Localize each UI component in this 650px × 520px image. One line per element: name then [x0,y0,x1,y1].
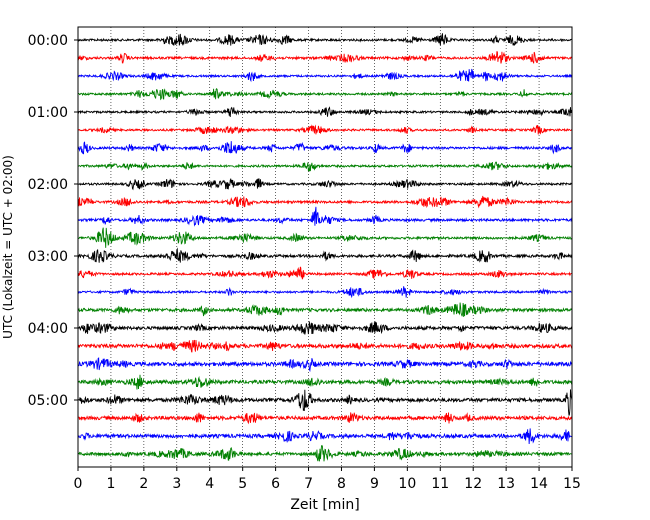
x-tick-label: 9 [370,476,379,492]
seismic-trace [77,51,573,64]
seismic-trace [77,428,573,445]
x-tick-label: 14 [530,476,548,492]
x-tick-label: 12 [464,476,482,492]
seismic-trace [77,444,573,462]
plot-frame [77,26,573,468]
seismic-trace [77,106,573,117]
seismic-trace [77,339,573,353]
traces [77,33,573,462]
x-tick-label: 2 [139,476,148,492]
seismic-trace [77,266,573,280]
seismic-trace [77,195,573,209]
seismic-trace [77,124,573,135]
y-tick-label: 01:00 [28,105,68,121]
seismic-trace [77,206,573,227]
y-tick-label: 02:00 [28,177,68,193]
y-tick-label: 05:00 [28,393,68,409]
x-tick-label: 13 [497,476,515,492]
x-axis: 0 1 2 3 4 5 6 7 8 9 10 11 12 13 14 15 [74,467,581,492]
seismic-trace [77,247,573,263]
seismic-trace [77,302,573,317]
y-tick-label: 00:00 [28,33,68,49]
y-axis: 00:00 01:00 02:00 03:00 04:00 05:00 [28,33,78,409]
seismic-trace [77,357,573,373]
seismic-trace [77,321,573,335]
seismic-trace [77,286,573,299]
seismic-trace [77,141,573,155]
x-tick-label: 1 [106,476,115,492]
y-tick-label: 03:00 [28,249,68,265]
x-tick-label: 0 [74,476,83,492]
seismic-trace [77,33,573,46]
x-tick-label: 10 [398,476,416,492]
seismic-trace [77,389,573,416]
x-tick-label: 3 [172,476,181,492]
x-tick-label: 15 [563,476,581,492]
x-axis-label: Zeit [min] [290,497,359,513]
grid [110,27,540,467]
y-tick-label: 04:00 [28,321,68,337]
x-tick-label: 8 [337,476,346,492]
x-tick-label: 7 [304,476,313,492]
seismic-trace [77,412,573,425]
seismic-trace [77,374,573,390]
plot-area [78,27,572,467]
seismic-trace [77,68,573,83]
x-tick-label: 5 [238,476,247,492]
seismic-trace [77,87,573,101]
seismic-trace [77,177,573,191]
x-tick-label: 4 [205,476,214,492]
x-tick-label: 6 [271,476,280,492]
x-tick-label: 11 [431,476,449,492]
y-axis-label: UTC (Lokalzeit = UTC + 02:00) [1,155,15,339]
seismic-trace [77,227,573,248]
seismic-trace [77,161,573,172]
